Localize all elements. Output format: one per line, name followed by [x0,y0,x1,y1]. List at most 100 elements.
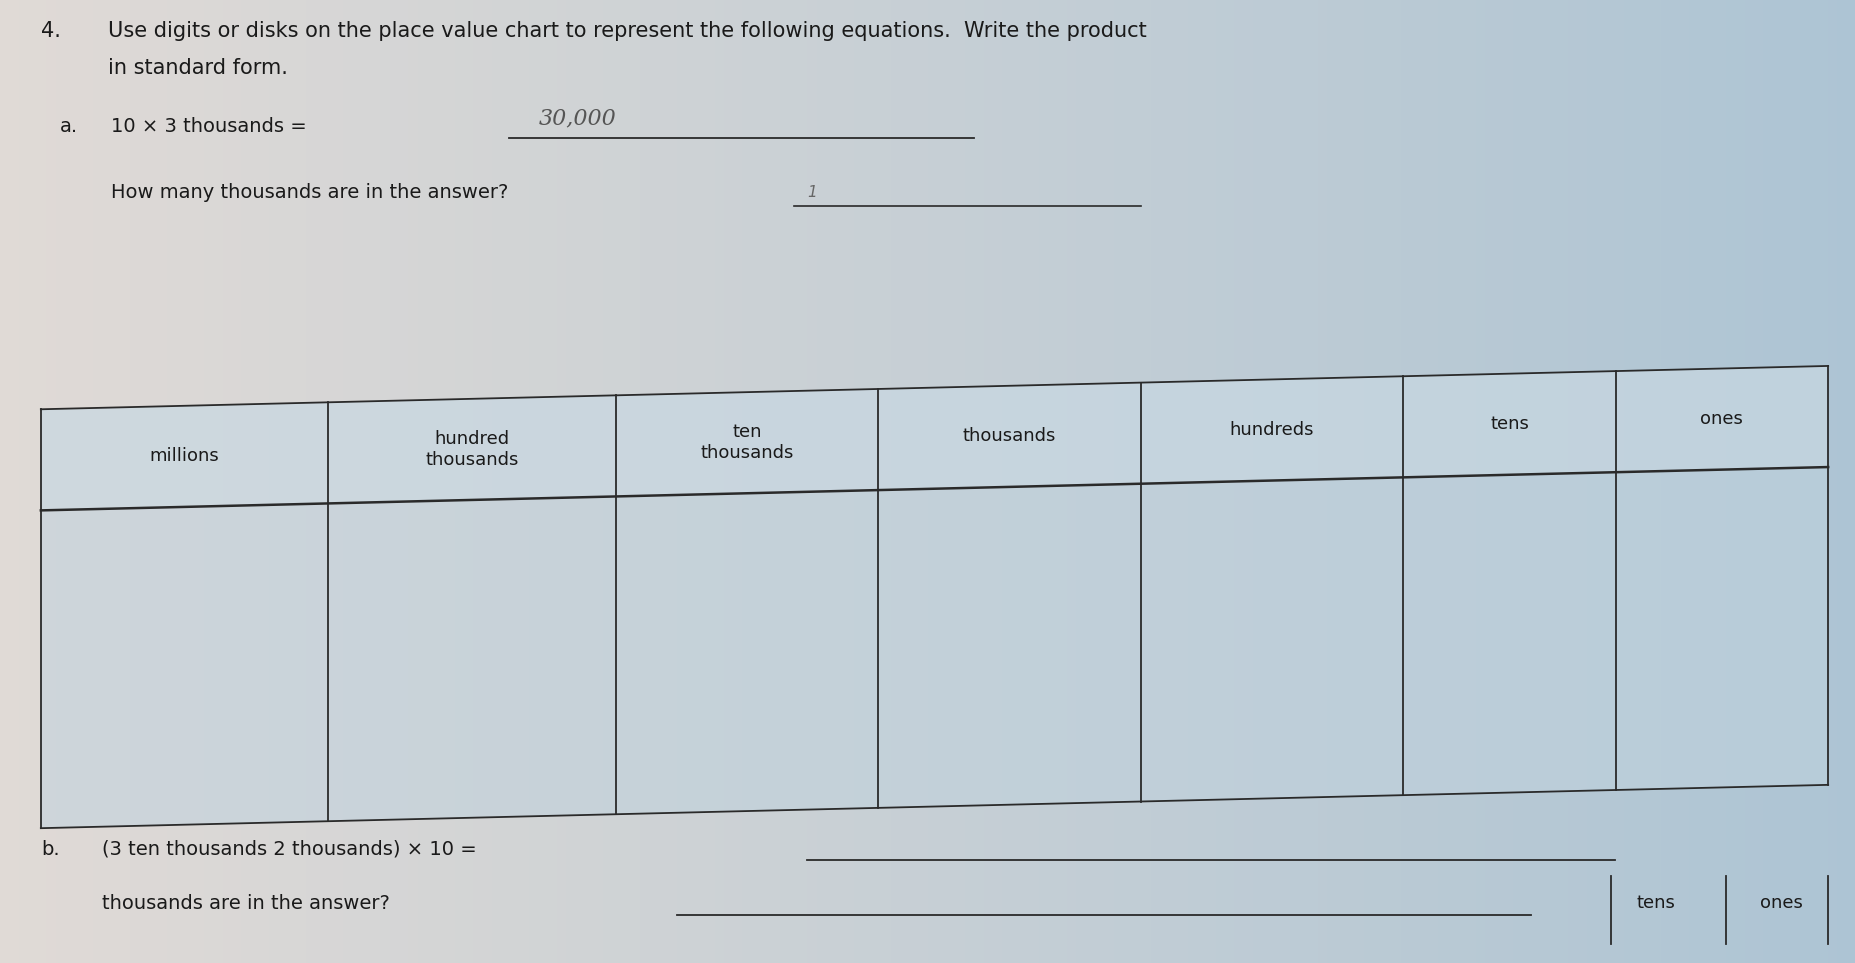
Bar [306,0,315,963]
Bar [965,0,974,963]
Bar [213,0,223,963]
Bar [1753,0,1762,963]
Bar [102,0,111,963]
Bar [278,0,288,963]
Bar [1809,0,1818,963]
Bar [696,0,705,963]
Bar [1150,0,1159,963]
Bar [1280,0,1289,963]
Bar [1122,0,1132,963]
Bar [640,0,649,963]
Bar [1827,0,1836,963]
Polygon shape [41,403,328,510]
Bar [1447,0,1456,963]
Bar [1159,0,1169,963]
Bar [325,0,334,963]
Bar [56,0,65,963]
Bar [1772,0,1781,963]
Bar [408,0,417,963]
Bar [1178,0,1187,963]
Text: b.: b. [41,840,59,859]
Bar [1679,0,1688,963]
Bar [881,0,890,963]
Bar [288,0,297,963]
Text: 4.: 4. [41,21,61,41]
Bar [1336,0,1345,963]
Bar [1030,0,1039,963]
Bar [1354,0,1363,963]
Bar [538,0,547,963]
Bar [1818,0,1827,963]
Bar [1762,0,1772,963]
Bar [464,0,473,963]
Bar [1094,0,1104,963]
Bar [742,0,751,963]
Bar [1836,0,1846,963]
Text: thousands are in the answer?: thousands are in the answer? [102,894,390,913]
Bar [380,0,390,963]
Bar [983,0,992,963]
Bar [770,0,779,963]
Bar [1438,0,1447,963]
Polygon shape [1402,371,1616,478]
Bar [1595,0,1605,963]
Bar [1289,0,1298,963]
Bar [1670,0,1679,963]
Bar [566,0,575,963]
Bar [1401,0,1410,963]
Bar [37,0,46,963]
Bar [1382,0,1391,963]
Bar [918,0,928,963]
Bar [1697,0,1707,963]
Bar [788,0,798,963]
Text: hundreds: hundreds [1230,421,1313,439]
Text: ten
thousands: ten thousands [699,424,794,462]
Bar [130,0,139,963]
Bar [909,0,918,963]
Polygon shape [328,396,616,504]
Bar [1187,0,1196,963]
Bar [1521,0,1530,963]
Bar [1002,0,1011,963]
Bar [1104,0,1113,963]
Bar [946,0,955,963]
Bar [176,0,186,963]
Bar [584,0,594,963]
Bar [547,0,556,963]
Bar [1744,0,1753,963]
Bar [1428,0,1438,963]
Bar [575,0,584,963]
Bar [1039,0,1048,963]
Bar [399,0,408,963]
Bar [1456,0,1465,963]
Bar [1048,0,1057,963]
Bar [1493,0,1503,963]
Text: Use digits or disks on the place value chart to represent the following equation: Use digits or disks on the place value c… [108,21,1146,41]
Bar [751,0,761,963]
Bar [1308,0,1317,963]
Bar [761,0,770,963]
Bar [1113,0,1122,963]
Bar [297,0,306,963]
Bar [158,0,167,963]
Bar [111,0,121,963]
Text: ones: ones [1699,410,1742,429]
Bar [1057,0,1067,963]
Bar [1345,0,1354,963]
Bar [529,0,538,963]
Bar [1196,0,1206,963]
Bar [501,0,510,963]
Bar [1586,0,1595,963]
Bar [1642,0,1651,963]
Bar [844,0,853,963]
Bar [872,0,881,963]
Text: 1: 1 [807,185,816,200]
Bar [204,0,213,963]
Text: 10 × 3 thousands =: 10 × 3 thousands = [111,117,313,137]
Bar [1234,0,1243,963]
Bar [937,0,946,963]
Bar [705,0,714,963]
Text: (3 ten thousands 2 thousands) × 10 =: (3 ten thousands 2 thousands) × 10 = [102,840,482,859]
Bar [390,0,399,963]
Bar [1373,0,1382,963]
